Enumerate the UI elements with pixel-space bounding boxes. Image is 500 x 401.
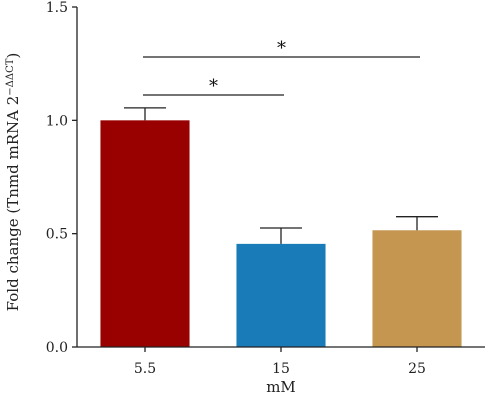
y-ticks-group: 0.0 0.5 1.0 1.5 [46, 0, 77, 356]
y-tick-label-0.0: 0.0 [46, 340, 68, 356]
significance-group: ** [143, 38, 420, 97]
x-ticks-group: 5.5 15 25 [134, 347, 426, 377]
significance-star-5.5-25: * [277, 38, 286, 59]
bars-group [100, 120, 462, 347]
y-axis-label-main: Fold change (Tnmd mRNA 2 [4, 96, 22, 312]
y-tick-label-1.5: 1.5 [46, 0, 68, 16]
y-axis-label-suffix: ) [4, 53, 22, 59]
bar-25 [372, 230, 462, 347]
x-tick-label-15: 15 [272, 361, 290, 377]
y-axis-label: Fold change (Tnmd mRNA 2−ΔΔCT) [4, 53, 22, 312]
y-tick-label-1.0: 1.0 [46, 113, 68, 129]
y-axis-label-superscript: −ΔΔCT [5, 58, 16, 95]
error-bars-group [124, 107, 438, 244]
x-tick-label-5.5: 5.5 [134, 361, 156, 377]
y-tick-label-0.5: 0.5 [46, 227, 68, 243]
x-tick-label-25: 25 [408, 361, 426, 377]
bar-5.5 [100, 120, 190, 347]
x-axis-label: mM [266, 378, 296, 396]
significance-star-5.5-15: * [209, 76, 218, 97]
bar-15 [236, 243, 326, 347]
